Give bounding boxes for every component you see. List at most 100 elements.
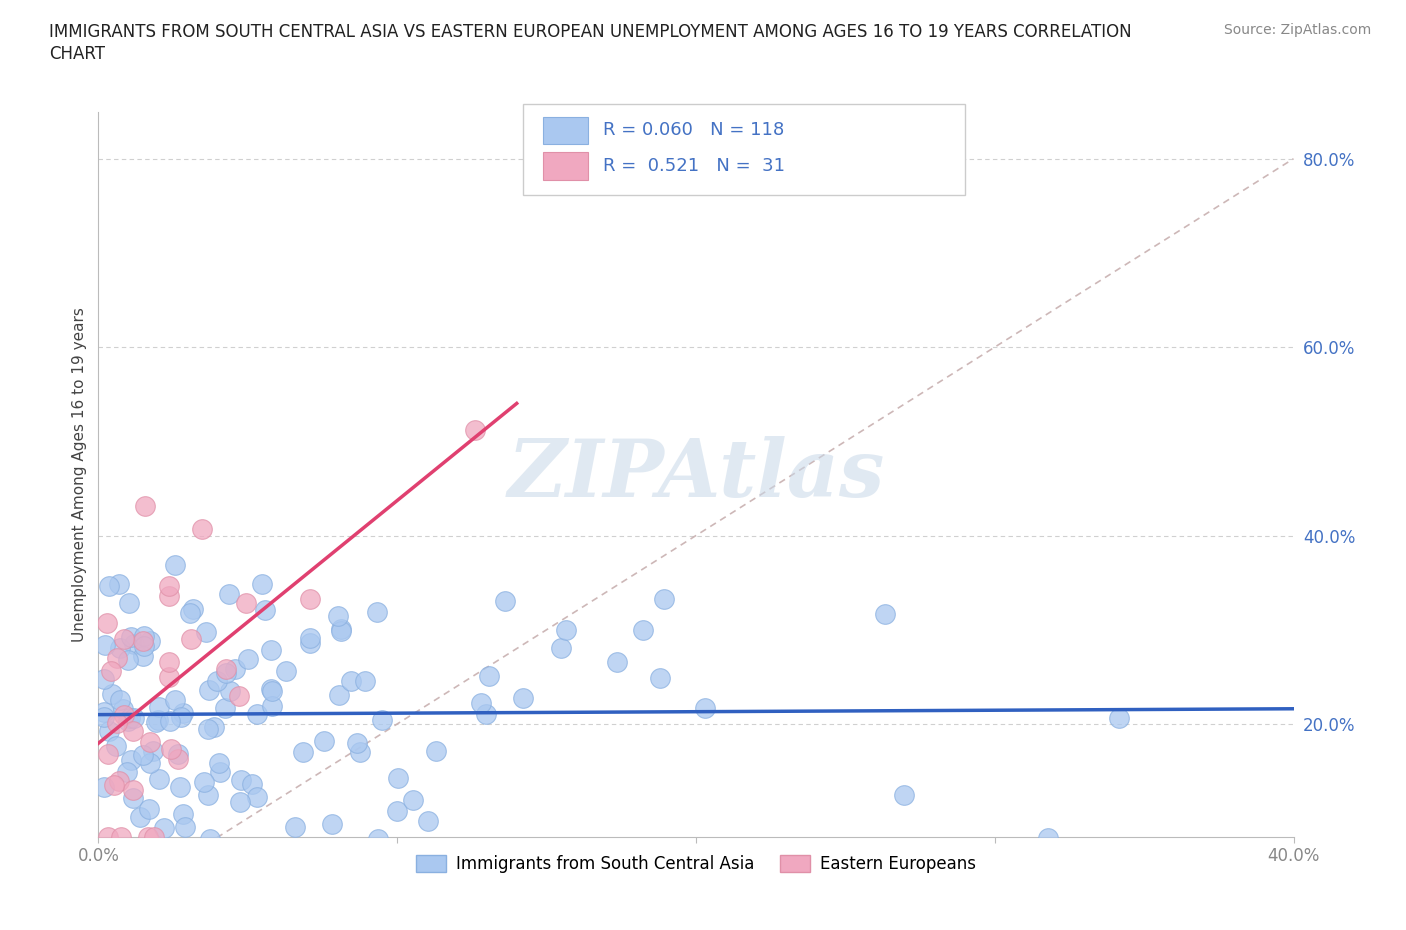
Point	[444, 848, 467, 863]
Point	[110, 641, 132, 656]
Point	[232, 848, 254, 863]
Point	[131, 748, 153, 763]
Point	[157, 670, 180, 684]
Point	[157, 655, 180, 670]
Point	[197, 788, 219, 803]
Point	[120, 752, 142, 767]
Point	[478, 669, 501, 684]
Point	[174, 820, 197, 835]
Point	[124, 637, 146, 652]
Point	[105, 715, 128, 730]
Point	[139, 735, 162, 750]
Point	[148, 700, 170, 715]
Point	[387, 804, 409, 818]
Point	[214, 700, 236, 715]
Point	[157, 589, 180, 604]
Point	[512, 691, 534, 706]
Point	[117, 764, 139, 779]
Point	[180, 631, 202, 646]
Point	[112, 631, 135, 646]
Point	[550, 640, 572, 655]
Point	[494, 593, 516, 608]
Point	[198, 831, 221, 846]
Point	[242, 777, 264, 791]
Point	[159, 714, 181, 729]
Point	[122, 711, 145, 725]
Point	[197, 722, 219, 737]
Point	[103, 778, 125, 793]
Point	[205, 673, 228, 688]
Text: Source: ZipAtlas.com: Source: ZipAtlas.com	[1223, 23, 1371, 37]
Point	[402, 793, 425, 808]
Point	[650, 671, 672, 685]
Bar	[543, 153, 589, 179]
Point	[93, 637, 115, 652]
Point	[464, 422, 486, 437]
Point	[101, 686, 124, 701]
Point	[250, 577, 273, 591]
Point	[132, 633, 155, 648]
Point	[328, 687, 350, 702]
Point	[284, 820, 307, 835]
Point	[93, 710, 115, 724]
Point	[291, 745, 314, 760]
Point	[104, 738, 127, 753]
Point	[260, 684, 283, 698]
Point	[93, 705, 115, 720]
Point	[695, 701, 717, 716]
Point	[321, 817, 343, 831]
Point	[111, 701, 134, 716]
Point	[312, 734, 335, 749]
Point	[346, 736, 368, 751]
Point	[224, 662, 246, 677]
Point	[145, 714, 167, 729]
Text: R =  0.521   N =  31: R = 0.521 N = 31	[603, 157, 785, 175]
Point	[105, 651, 128, 666]
Point	[179, 606, 201, 621]
Point	[146, 712, 169, 727]
Point	[1036, 830, 1059, 845]
Point	[215, 661, 238, 676]
Point	[326, 608, 349, 623]
Point	[142, 744, 165, 759]
Point	[134, 498, 156, 513]
Point	[163, 693, 186, 708]
Point	[112, 707, 135, 722]
Point	[339, 673, 361, 688]
Point	[139, 755, 162, 770]
Point	[246, 706, 269, 721]
Point	[246, 790, 269, 804]
Point	[181, 602, 204, 617]
Point	[108, 693, 131, 708]
Point	[132, 648, 155, 663]
Point	[299, 631, 322, 645]
Point	[236, 651, 259, 666]
Point	[107, 774, 129, 789]
Point	[148, 772, 170, 787]
Point	[122, 790, 145, 805]
Point	[329, 624, 352, 639]
Point	[100, 664, 122, 679]
FancyBboxPatch shape	[523, 104, 965, 195]
Point	[371, 712, 394, 727]
Text: IMMIGRANTS FROM SOUTH CENTRAL ASIA VS EASTERN EUROPEAN UNEMPLOYMENT AMONG AGES 1: IMMIGRANTS FROM SOUTH CENTRAL ASIA VS EA…	[49, 23, 1132, 41]
Point	[295, 848, 318, 863]
Text: CHART: CHART	[49, 45, 105, 62]
Point	[110, 830, 132, 844]
Y-axis label: Unemployment Among Ages 16 to 19 years: Unemployment Among Ages 16 to 19 years	[72, 307, 87, 642]
Point	[163, 557, 186, 572]
Point	[253, 603, 276, 618]
Point	[298, 636, 321, 651]
Point	[157, 578, 180, 593]
Point	[143, 830, 166, 844]
Bar	[543, 116, 589, 144]
Point	[153, 820, 176, 835]
Legend: Immigrants from South Central Asia, Eastern Europeans: Immigrants from South Central Asia, East…	[409, 848, 983, 880]
Point	[202, 720, 225, 735]
Point	[138, 802, 160, 817]
Point	[169, 779, 191, 794]
Point	[172, 706, 194, 721]
Point	[128, 809, 150, 824]
Point	[167, 751, 190, 766]
Point	[208, 764, 231, 779]
